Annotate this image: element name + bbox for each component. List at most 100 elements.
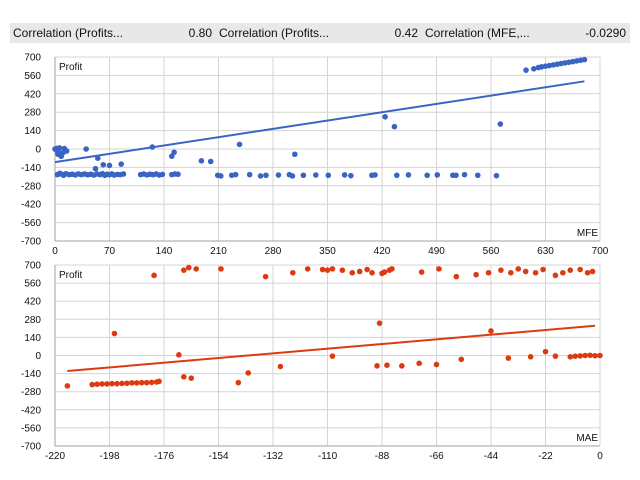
chart1-point-72 xyxy=(341,172,348,178)
chart2-point-6 xyxy=(114,380,120,387)
chart2-point-51 xyxy=(522,268,529,275)
chart2-point-31 xyxy=(324,267,331,273)
chart1-point-47 xyxy=(92,165,99,172)
chart2-y-tick-label-2: 420 xyxy=(24,297,41,308)
chart2-y-axis-label: Profit xyxy=(59,270,83,281)
chart2-point-72 xyxy=(552,353,559,359)
chart1-x-tick-label-1: 70 xyxy=(104,246,116,257)
chart1-trend-line xyxy=(54,80,585,164)
chart2-point-54 xyxy=(552,272,559,279)
chart2-point-4 xyxy=(104,381,110,387)
chart2-point-74 xyxy=(572,353,579,359)
chart1-point-76 xyxy=(393,172,400,179)
chart1-y-tick-label-3: 280 xyxy=(24,108,41,119)
chart1-point-66 xyxy=(275,172,282,178)
chart1-x-tick-label-10: 700 xyxy=(592,246,609,257)
chart2-point-47 xyxy=(485,269,492,276)
chart1-x-tick-label-0: 0 xyxy=(52,246,58,257)
chart1-point-89 xyxy=(531,66,537,72)
chart2-x-tick-label-6: -88 xyxy=(375,451,390,462)
chart2-point-55 xyxy=(560,269,566,276)
chart1-y-tick-label-10: -700 xyxy=(21,237,41,248)
chart2-point-38 xyxy=(376,320,383,326)
chart2-point-12 xyxy=(143,379,150,386)
correlation-header: Correlation (Profits... 0.80 Correlation… xyxy=(10,23,630,43)
chart2-x-tick-label-2: -176 xyxy=(154,451,174,462)
chart1-point-52 xyxy=(149,144,156,150)
chart2-y-tick-label-8: -420 xyxy=(21,405,41,416)
chart2-point-7 xyxy=(119,380,125,387)
chart1-point-69 xyxy=(300,172,307,179)
chart2-point-70 xyxy=(527,353,534,360)
chart2-point-61 xyxy=(329,353,336,359)
chart1-point-49 xyxy=(100,161,107,168)
chart2-point-56 xyxy=(567,267,574,273)
chart2-point-76 xyxy=(582,352,588,359)
chart2-point-22 xyxy=(181,374,187,380)
chart2-point-5 xyxy=(109,380,115,387)
chart2-point-18 xyxy=(176,352,182,358)
chart2-point-57 xyxy=(577,266,583,273)
chart2-point-42 xyxy=(389,266,395,272)
chart1-point-86 xyxy=(391,123,398,130)
chart2-point-45 xyxy=(453,273,460,280)
chart1-point-82 xyxy=(461,171,468,178)
chart2-point-24 xyxy=(235,379,242,386)
chart1-point-84 xyxy=(493,172,500,179)
chart2-x-axis-label: MAE xyxy=(576,433,598,444)
chart1-x-tick-label-5: 350 xyxy=(319,246,336,257)
chart1-point-75 xyxy=(372,172,378,178)
correlation-cell-1: Correlation (Profits... 0.80 xyxy=(10,26,216,40)
chart2-y-tick-label-7: -280 xyxy=(21,387,41,398)
chart2-point-65 xyxy=(416,360,422,367)
chart2-point-17 xyxy=(151,272,157,279)
chart2-x-tick-label-0: -220 xyxy=(45,451,65,462)
chart2-point-53 xyxy=(540,266,546,273)
correlation-value-3: -0.0290 xyxy=(585,26,626,40)
chart2-point-16 xyxy=(111,330,118,337)
chart2-point-33 xyxy=(339,267,346,273)
chart2-point-23 xyxy=(188,375,195,381)
chart2-point-43 xyxy=(418,269,425,275)
chart2-point-20 xyxy=(185,264,192,271)
chart2-x-tick-label-8: -44 xyxy=(484,451,499,462)
chart2-point-2 xyxy=(94,381,100,388)
chart1-point-42 xyxy=(159,171,166,178)
correlation-value-1: 0.80 xyxy=(188,26,212,40)
chart1-y-tick-label-5: 0 xyxy=(35,145,41,156)
chart2-point-1 xyxy=(89,381,95,388)
chart1-point-64 xyxy=(257,173,264,179)
chart1-point-60 xyxy=(218,173,224,179)
chart2-point-64 xyxy=(399,363,405,369)
correlation-value-2: 0.42 xyxy=(394,26,418,40)
chart2-point-77 xyxy=(587,352,593,359)
chart2-point-25 xyxy=(218,266,224,272)
chart1-point-46 xyxy=(83,146,89,152)
correlation-cell-2: Correlation (Profits... 0.42 xyxy=(216,26,422,40)
chart1-x-tick-label-7: 490 xyxy=(428,246,445,257)
chart1-point-68 xyxy=(289,173,296,179)
chart2-point-58 xyxy=(584,269,591,276)
chart1-y-tick-label-0: 700 xyxy=(24,53,41,64)
chart2-point-30 xyxy=(319,266,326,273)
chart1-point-50 xyxy=(106,162,113,169)
chart1-x-tick-label-9: 630 xyxy=(537,246,554,257)
chart2-point-11 xyxy=(138,379,145,386)
chart1-x-tick-label-4: 280 xyxy=(265,246,282,257)
chart1-point-85 xyxy=(382,114,388,120)
chart1-point-78 xyxy=(424,172,430,179)
chart1-point-79 xyxy=(434,172,441,178)
chart1-point-62 xyxy=(232,171,239,178)
chart2-point-49 xyxy=(508,269,514,276)
chart1-point-87 xyxy=(497,121,504,127)
chart1-point-71 xyxy=(325,172,332,179)
chart1-point-56 xyxy=(207,158,214,165)
chart2-point-73 xyxy=(567,353,574,360)
chart1-y-tick-label-6: -140 xyxy=(21,163,41,174)
chart2-point-44 xyxy=(436,266,442,272)
chart1-y-tick-label-8: -420 xyxy=(21,200,41,211)
chart2-point-48 xyxy=(498,267,504,273)
chart2-trend-line xyxy=(67,324,596,373)
chart2-point-8 xyxy=(124,380,130,387)
